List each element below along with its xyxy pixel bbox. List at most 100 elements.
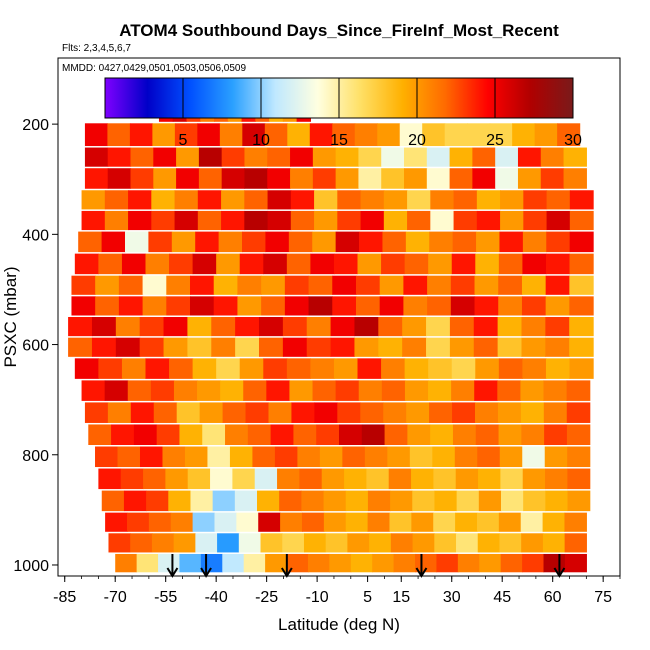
heatmap-cell — [84, 123, 109, 147]
heatmap-cell — [542, 512, 566, 532]
heatmap-cell — [286, 358, 311, 379]
heatmap-cell — [404, 147, 428, 167]
heatmap-cell — [95, 275, 120, 295]
heatmap-cell — [498, 512, 522, 532]
heatmap-cell — [316, 424, 340, 445]
heatmap-cell — [163, 337, 189, 357]
heatmap-cell — [197, 123, 221, 147]
heatmap-cell — [218, 231, 243, 253]
heatmap-cell — [566, 380, 591, 401]
heatmap-cell — [426, 147, 451, 167]
heatmap-cell — [236, 512, 259, 532]
heatmap-cell — [107, 402, 132, 423]
heatmap-cell — [133, 424, 158, 445]
heatmap-cell — [475, 358, 500, 379]
heatmap-cell — [520, 512, 544, 532]
heatmap-cell — [78, 231, 103, 253]
heatmap-cell — [212, 490, 236, 512]
heatmap-cell — [473, 337, 499, 357]
heatmap-cell — [190, 490, 214, 512]
heatmap-cell — [372, 553, 395, 573]
heatmap-cell — [564, 533, 587, 553]
heatmap-cell — [190, 296, 215, 316]
heatmap-cell — [238, 533, 262, 553]
heatmap-cell — [98, 468, 122, 490]
heatmap-cell — [332, 275, 357, 295]
heatmap-cell — [310, 253, 335, 275]
heatmap-cell — [489, 123, 513, 147]
heatmap-cell — [263, 358, 288, 379]
heatmap-cell — [242, 231, 267, 253]
heatmap-cell — [545, 317, 570, 337]
heatmap-cell — [91, 317, 117, 337]
heatmap-cell — [176, 147, 200, 167]
heatmap-cell — [521, 337, 546, 357]
heatmap-cell — [498, 358, 524, 379]
colorbar-ticks: 5 10 15 20 25 30 — [179, 78, 582, 149]
heatmap-cell — [557, 123, 581, 147]
heatmap-cell — [379, 296, 404, 316]
heatmap-cell — [523, 190, 548, 210]
heatmap-cell — [450, 296, 476, 316]
heatmap-cell — [355, 296, 381, 316]
x-tick-label: -10 — [306, 589, 329, 606]
heatmap-cell — [498, 253, 524, 275]
y-axis: 200 400 600 800 1000 — [13, 117, 58, 575]
heatmap-cell — [332, 123, 356, 147]
heatmap-cell — [569, 317, 594, 337]
heatmap-cell — [540, 147, 565, 167]
plot-frame — [57, 57, 621, 577]
heatmap-cell — [150, 380, 175, 401]
heatmap-cell — [270, 424, 295, 445]
heatmap-cell — [337, 190, 362, 210]
heatmap-cell — [360, 190, 385, 210]
heatmap-cell — [104, 190, 129, 210]
heatmap-cell — [517, 147, 542, 167]
heatmap-cell — [169, 253, 194, 275]
y-tick-label: 200 — [22, 117, 49, 134]
heatmap-cell — [390, 490, 413, 512]
heatmap-cell — [308, 296, 333, 316]
y-axis-label: PSXC (mbar) — [1, 266, 20, 367]
heatmap-cell — [312, 168, 337, 189]
heatmap-cell — [452, 402, 476, 423]
heatmap-cell — [287, 123, 311, 147]
heatmap-cell — [387, 446, 411, 468]
heatmap-cell — [168, 490, 192, 512]
heatmap-cell — [569, 253, 594, 275]
x-tick-label: -55 — [154, 589, 177, 606]
heatmap-cell — [312, 231, 337, 253]
heatmap-cell — [297, 446, 321, 468]
heatmap-cell — [197, 190, 222, 210]
x-tick-label: 5 — [363, 589, 372, 606]
heatmap-cell — [542, 533, 566, 553]
heatmap-cell — [367, 490, 391, 512]
heatmap-cell — [452, 424, 477, 445]
heatmap-cell — [163, 317, 189, 337]
heatmap-cell — [179, 553, 202, 573]
heatmap-cell — [219, 123, 243, 147]
heatmap-cell — [569, 210, 594, 231]
heatmap-cell — [187, 317, 212, 337]
heatmap-cell — [81, 380, 106, 401]
heatmap-cell — [339, 424, 363, 445]
heatmap-cell — [498, 275, 523, 295]
heatmap-cell — [314, 210, 338, 231]
heatmap-cell — [427, 296, 452, 316]
heatmap-cell — [497, 380, 522, 401]
heatmap-cell — [303, 533, 327, 553]
heatmap-cell — [522, 231, 547, 253]
heatmap-cell — [381, 147, 405, 167]
heatmap-cell — [187, 337, 212, 357]
heatmap-cell — [308, 275, 333, 295]
heatmap-cell — [98, 358, 123, 379]
heatmap-cell — [214, 512, 237, 532]
heatmap-cell — [523, 490, 546, 512]
heatmap-cell — [350, 553, 373, 573]
heatmap-cell — [156, 424, 181, 445]
heatmap-cell — [335, 231, 360, 253]
heatmap-cell — [345, 512, 369, 532]
heatmap-cell — [517, 168, 542, 189]
heatmap-cell — [521, 296, 547, 316]
